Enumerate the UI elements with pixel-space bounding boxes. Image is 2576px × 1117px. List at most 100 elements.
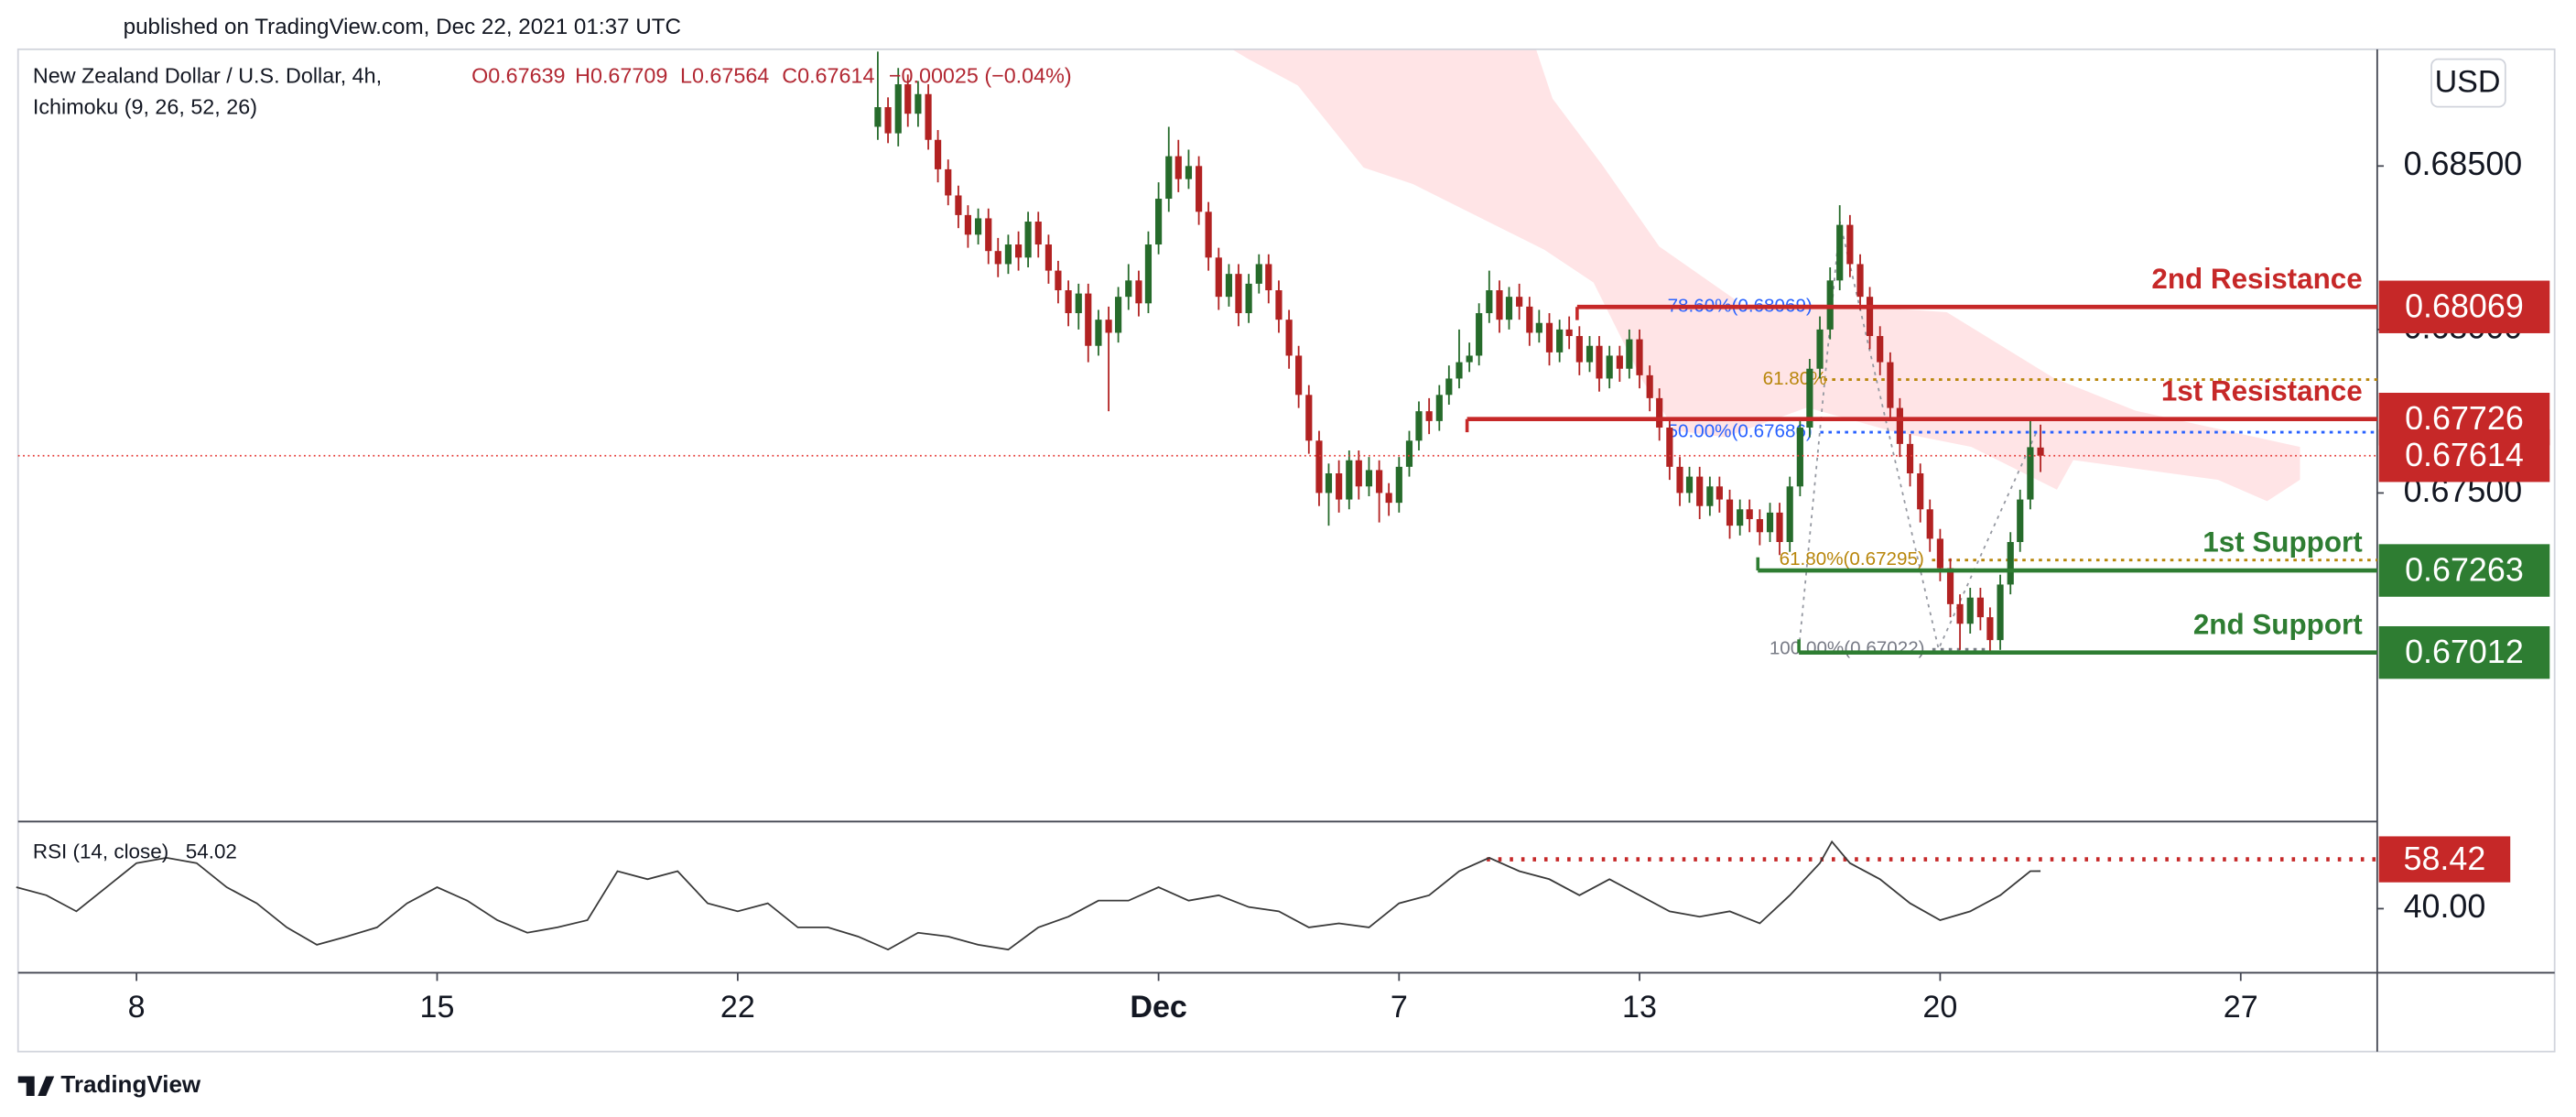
candle-body bbox=[934, 139, 942, 169]
candle-body bbox=[1796, 428, 1803, 487]
rsi-line bbox=[16, 840, 2041, 951]
candle-body bbox=[1636, 339, 1643, 375]
frame bbox=[16, 48, 2556, 1053]
candle-body bbox=[1896, 407, 1903, 444]
candle-body bbox=[1435, 395, 1443, 421]
candle-body bbox=[1666, 428, 1673, 467]
candle-body bbox=[1225, 274, 1233, 298]
candle-body bbox=[1646, 374, 1653, 398]
candle-body bbox=[1395, 466, 1402, 504]
candle-body bbox=[1486, 290, 1493, 314]
candle-body bbox=[994, 251, 1001, 265]
ohlc: O0.67639 H0.67709 L0.67564 C0.67614 −0.0… bbox=[471, 64, 1072, 88]
candle-body bbox=[1545, 322, 1553, 352]
candle-body bbox=[1656, 397, 1663, 428]
x-tick-label: 13 bbox=[1622, 990, 1657, 1025]
candle-body bbox=[1746, 509, 1753, 520]
candle-body bbox=[894, 84, 902, 134]
candle-body bbox=[1816, 329, 1824, 369]
rsi-level-label: 58.42 bbox=[2404, 840, 2486, 877]
published: published on TradingView.com, Dec 22, 20… bbox=[124, 15, 681, 39]
candle-body bbox=[1315, 440, 1323, 493]
level-name: 1st Resistance bbox=[2161, 374, 2363, 407]
candle-body bbox=[1355, 460, 1362, 487]
candle-body bbox=[1856, 264, 1864, 298]
currency[interactable]: USD bbox=[2435, 65, 2501, 100]
ohlc-low: L0.67564 bbox=[680, 64, 769, 88]
candle-body bbox=[1336, 473, 1343, 500]
candle-body bbox=[1265, 264, 1272, 291]
candle-body bbox=[1255, 264, 1262, 284]
x-tick-label: 22 bbox=[720, 990, 755, 1025]
level-price-label: 0.68069 bbox=[2405, 288, 2524, 325]
candle-body bbox=[1174, 156, 1182, 179]
candle-body bbox=[1726, 499, 1734, 526]
candle-body bbox=[1476, 313, 1483, 356]
candle-body bbox=[1526, 306, 1533, 333]
fib-label: 50.00%(0.67686) bbox=[1668, 420, 1813, 441]
candle-body bbox=[874, 107, 882, 127]
indicator: Ichimoku (9, 26, 52, 26) bbox=[33, 95, 257, 119]
candle-body bbox=[925, 93, 932, 140]
currency-box[interactable] bbox=[2430, 58, 2506, 108]
ichimoku-cloud bbox=[1231, 49, 2300, 502]
candle-body bbox=[1034, 222, 1042, 245]
price-label: 0.67614 bbox=[2405, 437, 2524, 473]
fib-label: 61.80% bbox=[1763, 368, 1827, 389]
candle-body bbox=[1065, 290, 1072, 314]
fib-label: 100.00%(0.67022) bbox=[1770, 638, 1925, 659]
candle-body bbox=[1575, 336, 1583, 363]
candle-body bbox=[1676, 466, 1683, 493]
candle-body bbox=[884, 107, 892, 134]
candle-body bbox=[1275, 290, 1283, 320]
candle-body bbox=[1956, 603, 1964, 624]
candle-body bbox=[964, 214, 972, 235]
price-box bbox=[2378, 429, 2550, 483]
candle-body bbox=[1125, 280, 1132, 298]
candle-body bbox=[1866, 297, 1874, 337]
x-tick-label: 27 bbox=[2224, 990, 2258, 1025]
level-name: 1st Support bbox=[2203, 526, 2363, 558]
candle-body bbox=[1766, 512, 1774, 533]
candle-body bbox=[945, 168, 952, 196]
candle-body bbox=[1606, 355, 1613, 379]
candle-body bbox=[1737, 509, 1744, 526]
x-tick-label: 15 bbox=[420, 990, 455, 1025]
candle-body bbox=[1626, 339, 1633, 369]
candle-body bbox=[1806, 368, 1813, 428]
candle-body bbox=[1405, 440, 1413, 467]
symbol: New Zealand Dollar / U.S. Dollar, 4h, bbox=[33, 64, 382, 88]
y-tick-label: 0.68500 bbox=[2404, 146, 2523, 182]
candle-body bbox=[1376, 470, 1383, 493]
candle-body bbox=[1496, 290, 1503, 320]
candle-body bbox=[1445, 378, 1453, 396]
candle-body bbox=[1966, 597, 1974, 624]
candle-body bbox=[1305, 395, 1313, 441]
candle-body bbox=[1976, 597, 1984, 618]
ohlc-close: C0.67614 bbox=[782, 64, 874, 88]
candle-body bbox=[1155, 199, 1163, 245]
candle-body bbox=[1535, 322, 1542, 333]
candle-body bbox=[1135, 280, 1142, 304]
candle-body bbox=[2027, 447, 2034, 500]
candle-body bbox=[1716, 486, 1723, 500]
candle-body bbox=[1024, 222, 1032, 258]
level-price-box bbox=[2378, 625, 2550, 679]
candle-body bbox=[1565, 329, 1573, 337]
ohlc-open: O0.67639 bbox=[471, 64, 565, 88]
candle-body bbox=[1887, 362, 1894, 408]
candle-body bbox=[1685, 476, 1694, 493]
plot: 81522Dec71320270.675000.680000.6850078.6… bbox=[16, 51, 2550, 1025]
candle-body bbox=[974, 218, 982, 235]
ohlc-high: H0.67709 bbox=[575, 64, 667, 88]
level-price-box bbox=[2378, 544, 2550, 597]
rsi-title: RSI (14, close) bbox=[33, 840, 168, 862]
candle-body bbox=[1144, 244, 1153, 304]
candle-body bbox=[1095, 320, 1102, 346]
x-tick-label: 7 bbox=[1391, 990, 1408, 1025]
level-price-box bbox=[2378, 280, 2550, 333]
candle-body bbox=[1776, 512, 1783, 542]
candle-body bbox=[1917, 473, 1924, 510]
